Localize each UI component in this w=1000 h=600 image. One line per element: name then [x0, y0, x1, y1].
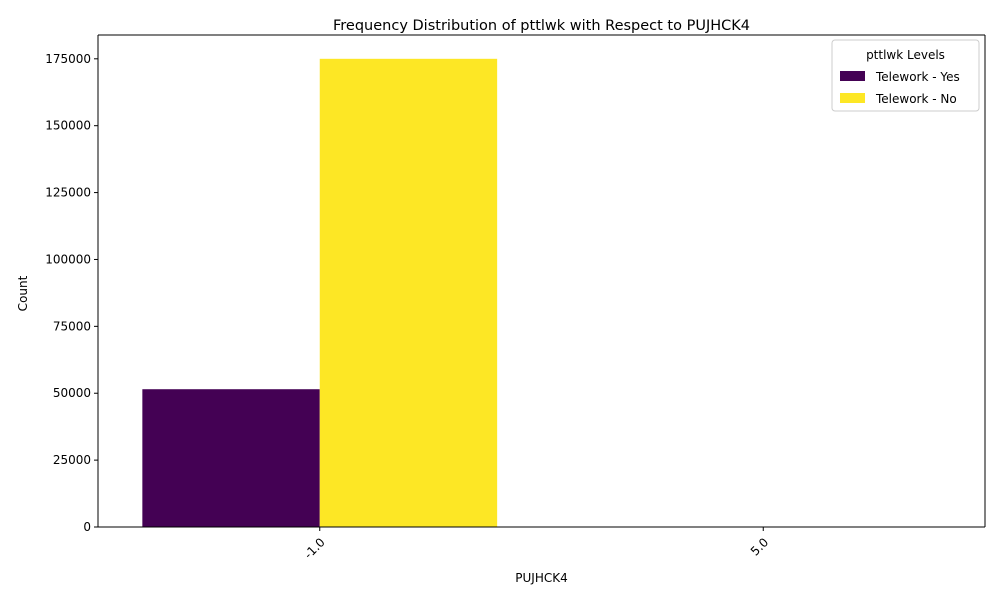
y-tick-label: 25000: [53, 453, 91, 467]
x-tick-label: 5.0: [748, 535, 771, 558]
legend-swatch-telework-yes: [840, 71, 865, 81]
legend-swatch-telework-no: [840, 93, 865, 103]
x-axis-label: PUJHCK4: [515, 571, 567, 585]
y-tick-label: 175000: [45, 52, 91, 66]
legend-label-telework-no: Telework - No: [875, 92, 957, 106]
y-tick-label: 100000: [45, 252, 91, 266]
bar-telework-no-0: [319, 58, 498, 528]
plot-area: [97, 34, 986, 528]
y-tick-label: 150000: [45, 119, 91, 133]
legend-frame: [831, 39, 980, 112]
y-axis-label: Count: [16, 275, 30, 311]
y-axis: 0 25000 50000 75000 100000 125000 150000 175000: [45, 52, 98, 534]
y-tick-label: 50000: [53, 386, 91, 400]
bar-telework-yes-0: [142, 389, 320, 527]
x-tick-label: -1.0: [301, 535, 327, 561]
legend: pttlwk Levels Telework - Yes Telework - …: [831, 39, 980, 112]
y-tick-label: 75000: [53, 319, 91, 333]
legend-title: pttlwk Levels: [866, 48, 945, 62]
y-tick-label: 125000: [45, 186, 91, 200]
y-tick-label: 0: [83, 520, 91, 534]
x-axis: -1.0 5.0: [301, 527, 771, 562]
legend-label-telework-yes: Telework - Yes: [875, 70, 960, 84]
chart-title: Frequency Distribution of pttlwk with Re…: [333, 18, 750, 34]
